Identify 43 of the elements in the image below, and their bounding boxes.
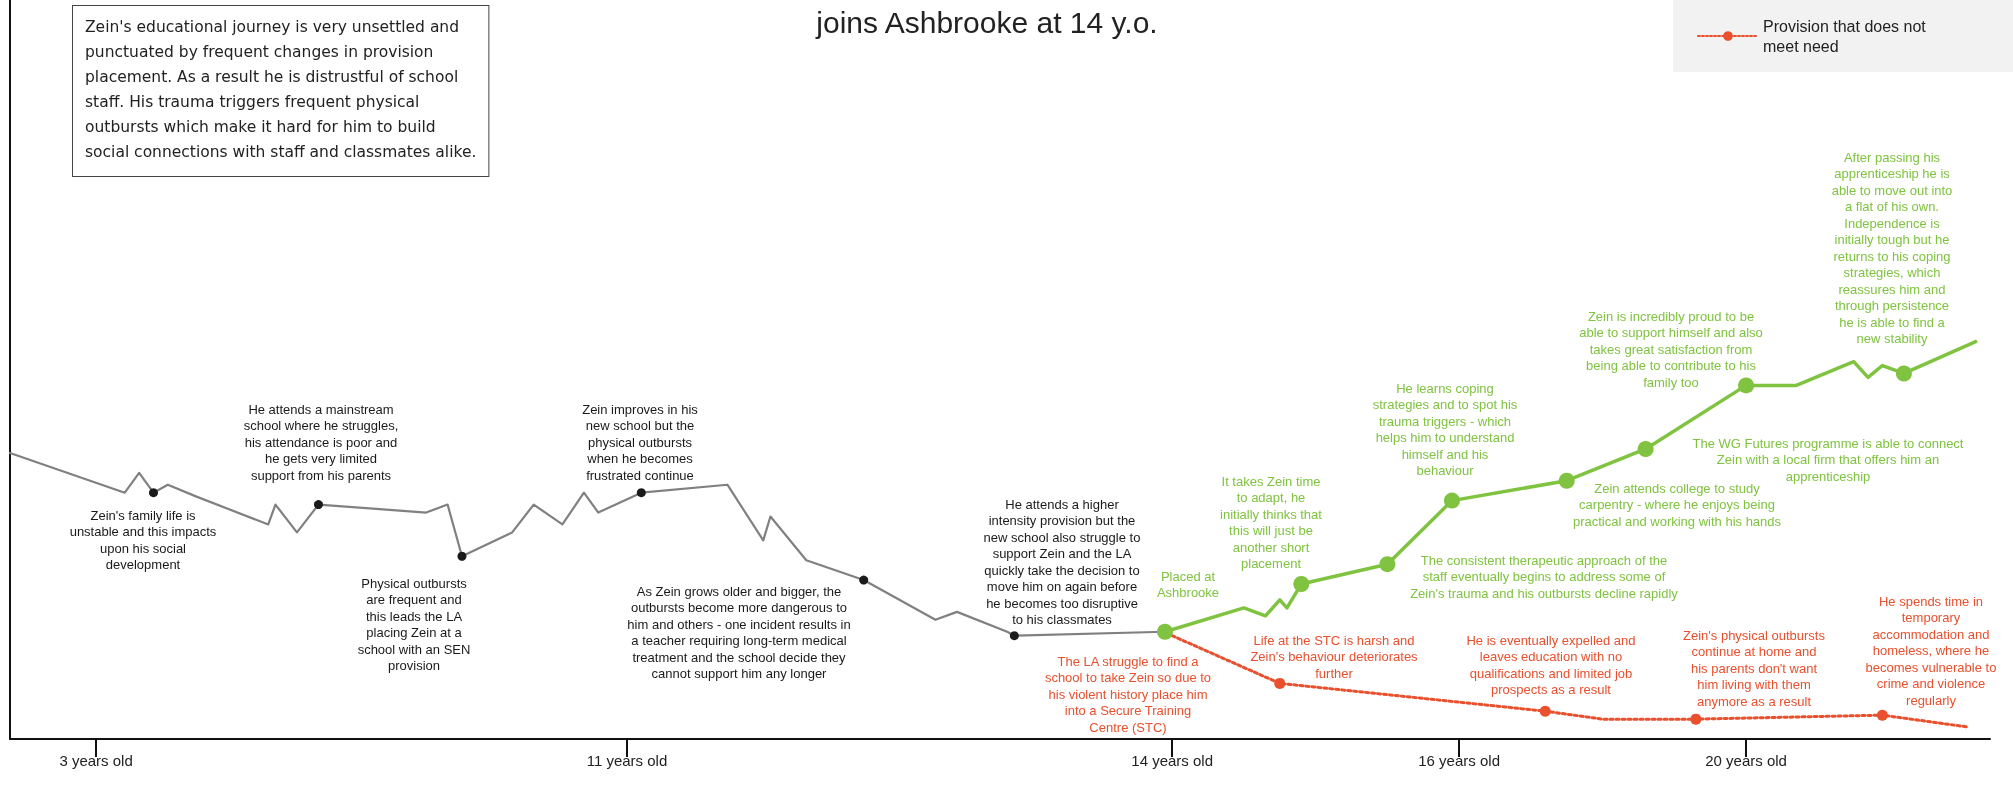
point bbox=[1274, 677, 1286, 689]
legend-label: Provision that does not meet need bbox=[1763, 17, 1931, 55]
annotation: He spends time in temporary accommodation and homeless, where he becomes vulnerable to crime and violence regularly bbox=[1865, 593, 1997, 708]
point bbox=[1443, 492, 1460, 509]
point bbox=[1293, 576, 1310, 593]
point bbox=[1690, 713, 1702, 725]
annotation: The consistent therapeutic approach of the staff eventually begins to address some of Zein's trauma and his outbursts decline rapidly bbox=[1410, 552, 1679, 601]
text: After passing his apprenticeship he is able to move out into a flat of his own. Independence is initially tough but he returns to his coping strategies, which reassures him and through persistence he is able to find a new stability bbox=[1831, 149, 1953, 347]
annotation: Life at the STC is harsh and Zein's behaviour deteriorates further bbox=[1250, 632, 1419, 681]
point bbox=[1157, 623, 1173, 640]
annotation: As Zein grows older and bigger, the outbursts become more dangerous to him and others - one incident results in a teacher requiring long-term medical treatment and the school decide they cannot support him any longer bbox=[627, 583, 851, 682]
point bbox=[1009, 631, 1019, 641]
annotation: He attends a higher intensity provision but the new school also struggle to support Zein and the LA quickly take the decision to move him on again before he becomes too disruptive to his classmates bbox=[983, 496, 1141, 628]
annotation: Zein's physical outbursts continue at home and his parents don't want him living with them anymore as a result bbox=[1683, 627, 1826, 709]
annotation: Zein improves in his new school but the physical outbursts when he becomes frustrated continue bbox=[582, 401, 699, 483]
point bbox=[636, 488, 646, 498]
x-tick-label: 3 years old bbox=[59, 752, 133, 769]
annotation: It takes Zein time to adapt, he initially thinks that this will just be another short placement bbox=[1220, 473, 1323, 572]
x-tick-label: 11 years old bbox=[586, 752, 668, 769]
annotation: Zein's family life is unstable and this impacts upon his social development bbox=[69, 507, 217, 573]
annotation: Placed at Ashbrooke bbox=[1156, 568, 1220, 601]
point bbox=[1876, 709, 1888, 721]
point bbox=[148, 488, 158, 498]
point bbox=[1379, 556, 1396, 573]
point bbox=[1539, 705, 1551, 717]
point bbox=[313, 500, 323, 510]
point bbox=[859, 575, 869, 585]
annotation: He is eventually expelled and leaves education with no qualifications and limited job prospects as a result bbox=[1466, 632, 1636, 698]
annotation: He attends a mainstream school where he struggles, his attendance is poor and he gets very limited support from his parents bbox=[243, 401, 399, 483]
x-tick-label: 20 years old bbox=[1705, 752, 1787, 769]
annotation: Physical outbursts are frequent and this leads the LA placing Zein at a school with an SEN provision bbox=[357, 575, 471, 674]
annotation: Zein is incredibly proud to be able to support himself and also takes great satisfaction from being able to contribute to his family too bbox=[1579, 308, 1763, 390]
annotation: The LA struggle to find a school to take Zein so due to his violent history place him into a Secure Training Centre (STC) bbox=[1044, 653, 1212, 735]
x-tick-label: 14 years old bbox=[1131, 752, 1214, 769]
point bbox=[1558, 472, 1575, 489]
point bbox=[1637, 440, 1654, 457]
point bbox=[1895, 365, 1912, 382]
x-tick-label: 16 years old bbox=[1418, 752, 1500, 769]
chart-title: joins Ashbrooke at 14 y.o. bbox=[815, 5, 1158, 39]
point bbox=[457, 551, 467, 561]
annotation: He learns coping strategies and to spot his trauma triggers - which helps him to understand himself and his behaviour bbox=[1372, 380, 1518, 479]
point bbox=[1738, 377, 1755, 394]
text: Zein's educational journey is very unsettled and punctuated by frequent changes in provision placement. As a result he is distrustful of school staff. His trauma triggers frequent physical outbursts which make it hard for him to build social connections with staff and classmates alike. bbox=[85, 17, 477, 161]
